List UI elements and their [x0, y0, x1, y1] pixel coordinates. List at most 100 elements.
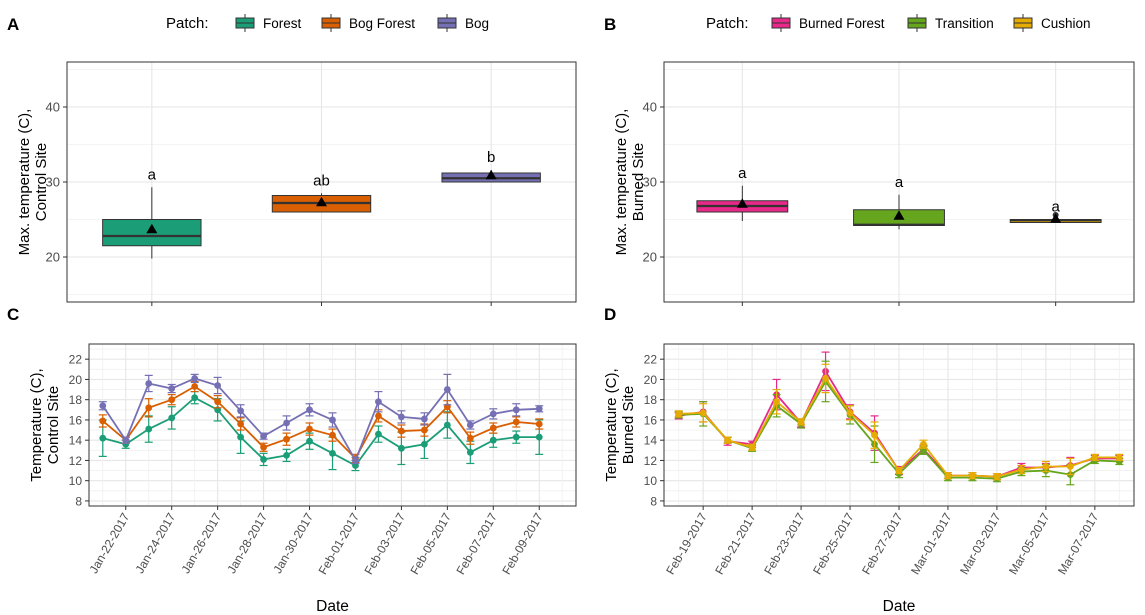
data-point: [466, 448, 474, 456]
panel-c: C 8 10 12 14 16 18 20 22 Temperature (C),Control …: [7, 305, 577, 615]
boxplot-bog-forest: ab: [271, 172, 372, 213]
data-point: [846, 409, 854, 417]
legend-key: [771, 14, 791, 32]
panel-border: [88, 343, 577, 507]
data-point: [191, 394, 199, 402]
boxplot-cushion: a: [1009, 199, 1102, 223]
data-point: [1091, 454, 1099, 461]
data-point: [99, 402, 107, 410]
y-tick-label: 8: [75, 494, 82, 508]
boxplot-burned-forest: a: [696, 165, 789, 221]
data-point: [969, 472, 976, 480]
legend-title: Patch:: [706, 15, 749, 32]
data-point: [329, 449, 336, 457]
y-axis-label-line: Max. temperature (C),: [613, 109, 630, 256]
y-tick-label: 20: [643, 250, 657, 265]
group-letter: a: [148, 166, 157, 183]
y-axis-label-line: Control Site: [33, 143, 50, 221]
panel-border: [66, 61, 577, 303]
y-tick-label: 40: [46, 100, 60, 115]
data-point: [375, 398, 382, 406]
x-tick-label: Jan-28-2017: [224, 510, 270, 576]
y-tick-label: 12: [69, 454, 83, 468]
data-point: [797, 418, 805, 426]
legend-label: Bog: [465, 16, 489, 31]
grid: [664, 344, 1134, 506]
data-point: [466, 434, 474, 442]
x-tick-label: Mar-07-2017: [1055, 510, 1102, 577]
y-tick-label: 18: [644, 393, 658, 407]
data-point: [535, 420, 543, 428]
x-tick-label: Feb-07-2017: [453, 510, 500, 577]
data-point: [699, 409, 707, 417]
data-point: [329, 416, 336, 424]
x-axis-label: Date: [316, 598, 349, 615]
x-tick-label: Feb-25-2017: [810, 510, 857, 577]
mean-marker: [736, 198, 748, 208]
x-tick-label: Jan-22-2017: [87, 510, 133, 576]
data-point: [535, 405, 543, 413]
panel-letter: C: [7, 305, 19, 324]
series-cushion: [674, 363, 1124, 481]
data-point: [375, 412, 382, 420]
data-point: [168, 396, 176, 404]
x-tick-label: Jan-24-2017: [132, 510, 178, 576]
data-point: [260, 456, 267, 463]
y-tick-label: 12: [644, 454, 658, 468]
data-point: [1115, 454, 1123, 461]
y-axis-label-line: Burned Site: [620, 386, 637, 464]
y-axis-label-line: Control Site: [45, 386, 62, 464]
series-forest: [98, 390, 544, 472]
x-tick-label: Feb-01-2017: [316, 510, 363, 577]
legend-label: Cushion: [1041, 16, 1091, 31]
data-point: [512, 433, 520, 441]
data-point: [1042, 463, 1050, 470]
legend-key: [321, 14, 341, 32]
mean-marker: [1050, 213, 1062, 223]
data-point: [443, 386, 451, 393]
legend-key: [437, 14, 457, 32]
legend-key: [907, 14, 927, 32]
data-point: [145, 425, 153, 433]
y-tick-label: 22: [69, 353, 83, 367]
data-point: [168, 385, 176, 392]
data-point: [99, 417, 107, 425]
data-point: [191, 375, 199, 382]
y-tick-label: 16: [69, 413, 83, 427]
data-point: [1017, 466, 1025, 473]
y-tick-label: 20: [69, 373, 83, 387]
group-letter: b: [487, 149, 495, 166]
y-tick-label: 16: [644, 413, 658, 427]
data-point: [535, 433, 543, 441]
x-tick-label: Jan-30-2017: [270, 510, 316, 576]
data-point: [122, 436, 130, 444]
data-point: [306, 425, 313, 433]
x-tick-label: Feb-19-2017: [663, 510, 710, 577]
x-tick-label: Mar-05-2017: [1006, 510, 1053, 577]
data-point: [375, 430, 382, 438]
x-tick-label: Feb-21-2017: [712, 510, 759, 577]
data-point: [283, 419, 290, 427]
y-tick-label: 20: [644, 373, 658, 387]
y-tick-label: 40: [643, 100, 657, 115]
y-axis-label: Max. temperature (C),Control Site: [16, 109, 50, 256]
data-point: [237, 433, 245, 441]
mean-marker: [485, 169, 497, 180]
y-axis-label-line: Burned Site: [630, 143, 647, 221]
data-point: [420, 426, 428, 434]
group-letter: a: [738, 165, 747, 182]
x-tick-label: Feb-27-2017: [859, 510, 906, 577]
y-tick-label: 30: [46, 175, 60, 190]
data-point: [306, 406, 313, 414]
data-point: [822, 375, 829, 382]
panel-d: D 8 10 12 14 16 18 20 22 Temperature (C),Burned S…: [603, 305, 1135, 615]
data-point: [283, 435, 290, 443]
boxplot-transition: a: [853, 174, 945, 230]
data-point: [512, 406, 520, 414]
y-axis-label: Temperature (C),Burned Site: [603, 368, 637, 481]
group-letter: a: [1051, 199, 1060, 216]
y-tick-label: 10: [644, 474, 658, 488]
data-point: [168, 414, 176, 422]
